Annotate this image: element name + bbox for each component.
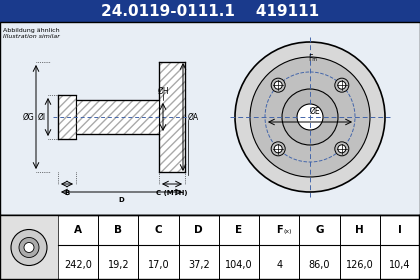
Text: E: E (236, 225, 243, 235)
Text: C: C (155, 225, 163, 235)
Circle shape (338, 145, 346, 153)
Text: 17,0: 17,0 (148, 260, 169, 270)
Text: 10,4: 10,4 (389, 260, 411, 270)
Text: D: D (194, 225, 203, 235)
Bar (0, 215, 58, 280)
Bar (76, 100, 159, 134)
Text: 242,0: 242,0 (64, 260, 92, 270)
Text: 126,0: 126,0 (346, 260, 373, 270)
Text: I: I (398, 225, 402, 235)
Text: H: H (355, 225, 364, 235)
Circle shape (282, 89, 338, 145)
Circle shape (297, 104, 323, 130)
Text: (x): (x) (283, 230, 292, 235)
Text: 86,0: 86,0 (309, 260, 330, 270)
Circle shape (250, 57, 370, 177)
Circle shape (274, 145, 282, 153)
Text: D: D (118, 197, 124, 203)
Text: B: B (64, 190, 70, 196)
Bar (76, 100, 159, 134)
Text: 104,0: 104,0 (225, 260, 253, 270)
Text: ØA: ØA (188, 113, 199, 122)
Bar (0, 215, 420, 280)
Text: 24.0119-0111.1    419111: 24.0119-0111.1 419111 (101, 4, 319, 18)
Text: 19,2: 19,2 (108, 260, 129, 270)
Text: ØG: ØG (22, 113, 34, 122)
Circle shape (235, 42, 385, 192)
Text: B: B (114, 225, 122, 235)
Bar (159, 62, 185, 172)
Text: Abbildung ähnlich: Abbildung ähnlich (3, 28, 60, 33)
Circle shape (24, 242, 34, 253)
Text: ØH: ØH (157, 87, 169, 95)
Circle shape (335, 78, 349, 92)
Bar (58, 95, 76, 139)
FancyBboxPatch shape (0, 0, 420, 22)
Circle shape (335, 142, 349, 156)
Text: G: G (315, 225, 324, 235)
Text: Fₘ: Fₘ (309, 54, 318, 63)
Circle shape (338, 81, 346, 89)
Text: 37,2: 37,2 (188, 260, 210, 270)
Circle shape (271, 142, 285, 156)
Circle shape (271, 78, 285, 92)
Text: ØI: ØI (38, 113, 46, 122)
Text: C (MTH): C (MTH) (156, 190, 188, 196)
Circle shape (19, 237, 39, 258)
Bar (159, 62, 185, 172)
Text: A: A (74, 225, 82, 235)
Circle shape (11, 230, 47, 265)
Text: F: F (276, 225, 283, 235)
Bar (58, 95, 76, 139)
Text: 4: 4 (276, 260, 282, 270)
Circle shape (274, 81, 282, 89)
FancyBboxPatch shape (0, 22, 420, 215)
Text: ØE: ØE (310, 107, 320, 116)
Text: Illustration similar: Illustration similar (3, 34, 60, 39)
